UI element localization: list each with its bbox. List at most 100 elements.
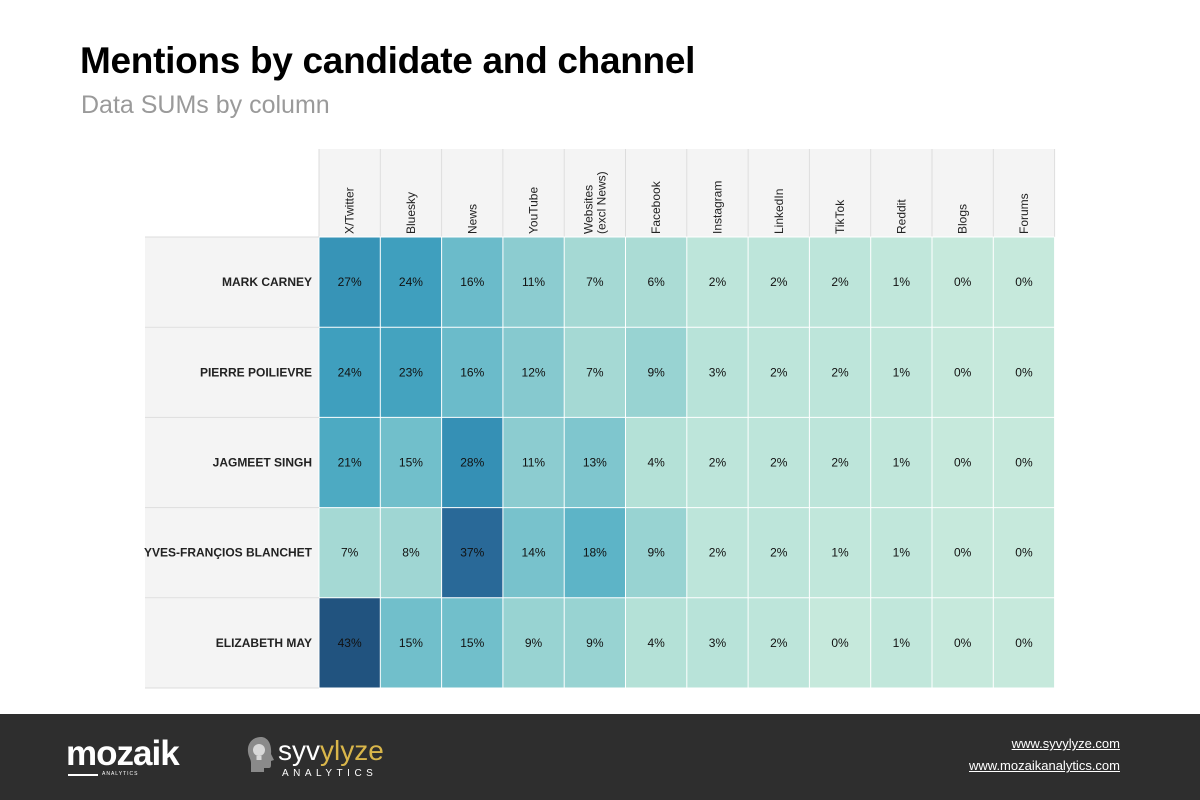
cell-value-label: 4% — [647, 636, 665, 650]
row-label: PIERRE POILIEVRE — [200, 365, 312, 379]
heatmap-cell — [380, 327, 442, 418]
cell-value-label: 0% — [1015, 456, 1033, 470]
heatmap-cell — [564, 417, 626, 508]
cell-value-label: 2% — [709, 456, 727, 470]
cell-value-label: 13% — [583, 456, 607, 470]
heatmap-cell — [380, 597, 442, 688]
heatmap-cell — [870, 507, 932, 598]
column-header-label: Facebook — [649, 180, 663, 234]
cell-value-label: 43% — [338, 636, 362, 650]
row-label: YVES-FRANÇIOS BLANCHET — [144, 546, 313, 560]
cell-value-label: 0% — [831, 636, 849, 650]
syvylyze-link[interactable]: www.syvylyze.com — [1011, 736, 1120, 751]
cell-value-label: 3% — [709, 636, 727, 650]
cell-value-label: 0% — [954, 546, 972, 560]
cell-value-label: 9% — [647, 546, 665, 560]
cell-value-label: 0% — [954, 456, 972, 470]
heatmap-cell — [809, 597, 871, 688]
cell-value-label: 7% — [586, 365, 604, 379]
row-label-background — [145, 237, 319, 688]
heatmap-cell — [625, 237, 687, 328]
cell-value-label: 1% — [893, 365, 911, 379]
heatmap-cell — [993, 507, 1055, 598]
heatmap-cell — [870, 417, 932, 508]
mozaik-logo-subtext: ANALYTICS — [102, 771, 139, 777]
cell-value-label: 1% — [893, 546, 911, 560]
cell-value-label: 1% — [893, 636, 911, 650]
footer-links: www.syvylyze.com www.mozaikanalytics.com — [969, 736, 1120, 780]
cell-value-label: 1% — [893, 456, 911, 470]
chart-subtitle: Data SUMs by column — [81, 91, 330, 119]
cell-value-label: 9% — [525, 636, 543, 650]
cell-value-label: 0% — [1015, 546, 1033, 560]
heatmap-cell — [441, 417, 503, 508]
cell-value-label: 2% — [831, 456, 849, 470]
heatmap-cell — [380, 237, 442, 328]
heatmap-cell — [870, 237, 932, 328]
syvylyze-logo-part-b: ylyze — [320, 735, 384, 766]
column-header-label: Reddit — [894, 199, 908, 234]
row-label: ELIZABETH MAY — [216, 636, 312, 650]
column-header-label: Blogs — [956, 204, 970, 234]
cell-value-label: 2% — [770, 365, 788, 379]
row-label: MARK CARNEY — [222, 275, 312, 289]
cell-value-label: 15% — [399, 456, 423, 470]
cell-value-label: 14% — [522, 546, 546, 560]
cell-value-label: 1% — [893, 275, 911, 289]
mozaik-logo-underline — [68, 774, 98, 776]
heatmap-cell — [502, 327, 565, 418]
heatmap-cell — [319, 237, 381, 328]
cell-value-label: 2% — [709, 546, 727, 560]
cell-value-label: 16% — [460, 275, 484, 289]
heatmap-cell — [319, 597, 381, 688]
cell-value-label: 9% — [647, 365, 665, 379]
heatmap-cell — [441, 237, 503, 328]
mozaik-link[interactable]: www.mozaikanalytics.com — [969, 758, 1120, 773]
column-header-label: X/Twitter — [343, 187, 357, 234]
heatmap-cell — [932, 597, 994, 688]
heatmap-cell — [993, 327, 1055, 418]
cell-value-label: 0% — [954, 275, 972, 289]
heatmap-cell — [319, 327, 381, 418]
heatmap-cell — [625, 507, 687, 598]
footer-bar: mozaik ANALYTICS syvylyze ANALYTICS www.… — [0, 714, 1200, 800]
heatmap-cell — [502, 417, 565, 508]
heatmap-cell — [319, 417, 381, 508]
cell-value-label: 21% — [338, 456, 362, 470]
cell-value-label: 7% — [341, 546, 359, 560]
heatmap-cell — [564, 597, 626, 688]
syvylyze-logo-part-a: syv — [278, 735, 320, 766]
syvylyze-logo: syvylyze ANALYTICS — [244, 734, 394, 784]
cell-value-label: 7% — [586, 275, 604, 289]
cell-value-label: 15% — [399, 636, 423, 650]
mozaik-logo: mozaik ANALYTICS — [66, 734, 194, 780]
cell-value-label: 0% — [954, 365, 972, 379]
heatmap-cell — [809, 507, 871, 598]
cell-value-label: 2% — [770, 275, 788, 289]
cell-value-label: 4% — [647, 456, 665, 470]
cell-value-label: 11% — [522, 456, 545, 470]
cell-value-label: 2% — [770, 636, 788, 650]
head-lightbulb-icon — [247, 737, 274, 772]
row-label: JAGMEET SINGH — [213, 456, 312, 470]
column-header-label: TikTok — [833, 199, 847, 234]
heatmap-cell — [380, 507, 442, 598]
column-header-label: LinkedIn — [772, 189, 786, 234]
heatmap-cell — [686, 327, 749, 418]
column-header-label: (excl News) — [594, 171, 608, 234]
syvylyze-logo-subtext: ANALYTICS — [282, 768, 378, 779]
column-header-label: Bluesky — [404, 192, 418, 234]
heatmap-cell — [502, 597, 565, 688]
heatmap-cell — [686, 507, 749, 598]
heatmap-cell — [441, 327, 503, 418]
cell-value-label: 3% — [709, 365, 727, 379]
cell-value-label: 2% — [709, 275, 727, 289]
column-header-label: News — [465, 204, 479, 234]
cell-value-label: 15% — [460, 636, 484, 650]
cell-value-label: 24% — [399, 275, 423, 289]
cell-value-label: 8% — [402, 546, 420, 560]
column-header-label: Websites — [581, 185, 595, 234]
cell-value-label: 28% — [460, 456, 484, 470]
heatmap-cell — [748, 507, 810, 598]
syvylyze-logo-wordmark: syvylyze — [278, 735, 384, 767]
